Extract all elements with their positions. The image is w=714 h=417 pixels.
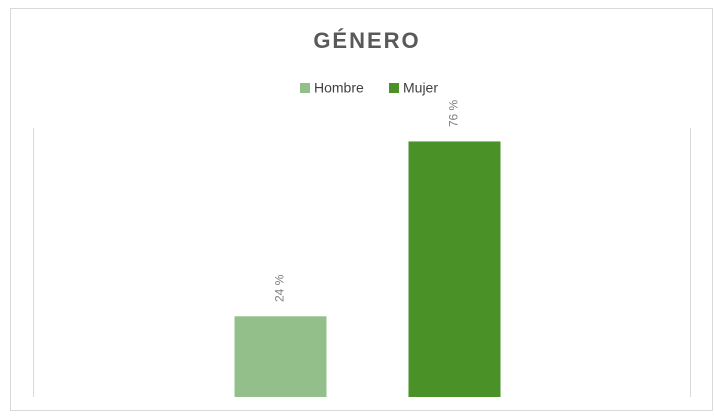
bar [234,316,327,397]
bar [408,141,501,397]
data-label: 24 % [273,274,287,302]
legend-swatch [300,83,310,93]
legend-swatch [389,83,399,93]
data-label: 76 % [447,99,461,127]
chart-title: GÉNERO [313,28,420,53]
legend-label: Mujer [403,80,438,96]
legend-label: Hombre [314,80,364,96]
chart-border [10,8,713,411]
